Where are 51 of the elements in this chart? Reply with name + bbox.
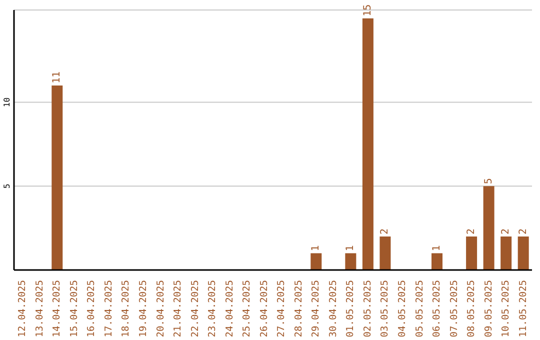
data-label: 2	[500, 228, 512, 234]
x-tick-label: 10.05.2025	[500, 280, 512, 338]
bar	[483, 186, 494, 270]
x-tick-label: 05.05.2025	[414, 280, 426, 338]
data-label: 5	[483, 178, 494, 184]
x-tick-label: 04.05.2025	[397, 280, 408, 338]
x-tick-label: 24.04.2025	[224, 280, 236, 338]
bar	[345, 253, 356, 270]
x-tick-label: 06.05.2025	[432, 280, 443, 338]
data-label: 2	[380, 228, 391, 234]
bar	[432, 253, 443, 270]
x-tick-label: 13.04.2025	[34, 280, 46, 338]
x-tick-label: 17.04.2025	[103, 280, 114, 338]
x-tick-label: 09.05.2025	[483, 280, 494, 338]
x-tick-label: 21.04.2025	[172, 280, 184, 338]
bar	[380, 236, 391, 270]
data-label: 2	[518, 228, 529, 234]
bar	[52, 85, 63, 270]
bar	[310, 253, 322, 270]
y-tick-label: 10	[2, 97, 12, 108]
x-tick-label: 29.04.2025	[310, 280, 322, 338]
x-tick-label: 20.04.2025	[155, 280, 166, 338]
data-label: 1	[310, 245, 322, 252]
x-tick-label: 18.04.2025	[120, 280, 132, 338]
x-tick-label: 25.04.2025	[242, 280, 253, 338]
x-tick-label: 27.04.2025	[276, 280, 288, 338]
data-label: 1	[432, 245, 443, 252]
x-tick-label: 28.04.2025	[293, 280, 304, 338]
x-tick-label: 16.04.2025	[86, 280, 98, 338]
x-tick-label: 07.05.2025	[448, 280, 460, 338]
x-tick-label: 23.04.2025	[207, 280, 218, 338]
bar	[466, 236, 478, 270]
x-tick-label: 12.04.2025	[17, 280, 28, 338]
bar	[518, 236, 529, 270]
x-tick-label: 26.04.2025	[258, 280, 270, 338]
data-label: 1	[345, 245, 356, 252]
x-tick-label: 19.04.2025	[138, 280, 149, 338]
data-label: 11	[52, 71, 63, 84]
x-tick-label: 11.05.2025	[518, 280, 529, 338]
data-label: 2	[466, 228, 478, 234]
x-tick-label: 02.05.2025	[362, 280, 374, 338]
x-tick-label: 08.05.2025	[466, 280, 478, 338]
x-tick-label: 15.04.2025	[68, 280, 80, 338]
x-tick-label: 30.04.2025	[328, 280, 339, 338]
x-tick-label: 03.05.2025	[380, 280, 391, 338]
x-tick-label: 22.04.2025	[190, 280, 201, 338]
x-tick-label: 01.05.2025	[345, 280, 356, 338]
bar	[362, 18, 374, 270]
x-tick-label: 14.04.2025	[52, 280, 63, 338]
data-label: 15	[362, 4, 374, 16]
bar	[500, 236, 512, 270]
